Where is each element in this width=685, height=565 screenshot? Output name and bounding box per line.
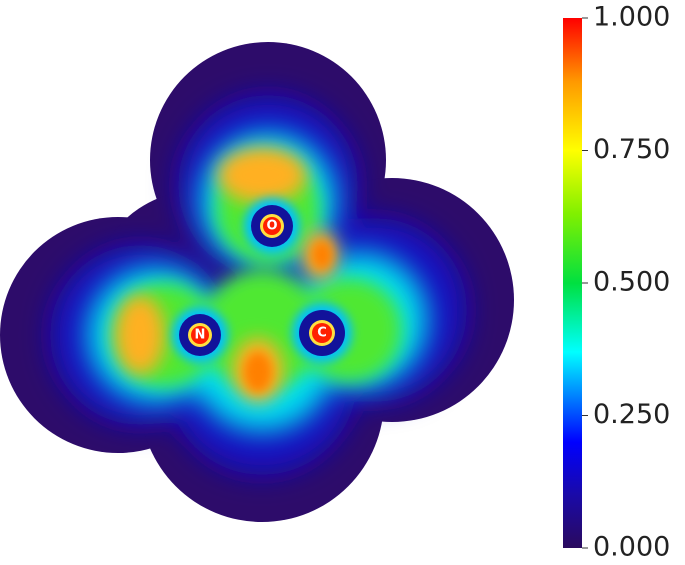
tick-label: 1.000 [593, 2, 670, 33]
tick-label: 0.250 [593, 399, 670, 430]
atom-label: C [317, 326, 327, 341]
tick-label: 0.000 [593, 532, 670, 563]
atom-label: O [266, 219, 277, 234]
colorbar [563, 18, 582, 548]
atom-label: N [195, 328, 206, 343]
tick-label: 0.500 [593, 267, 670, 298]
tick-label: 0.750 [593, 134, 670, 165]
elf-map: O N C [0, 42, 514, 522]
